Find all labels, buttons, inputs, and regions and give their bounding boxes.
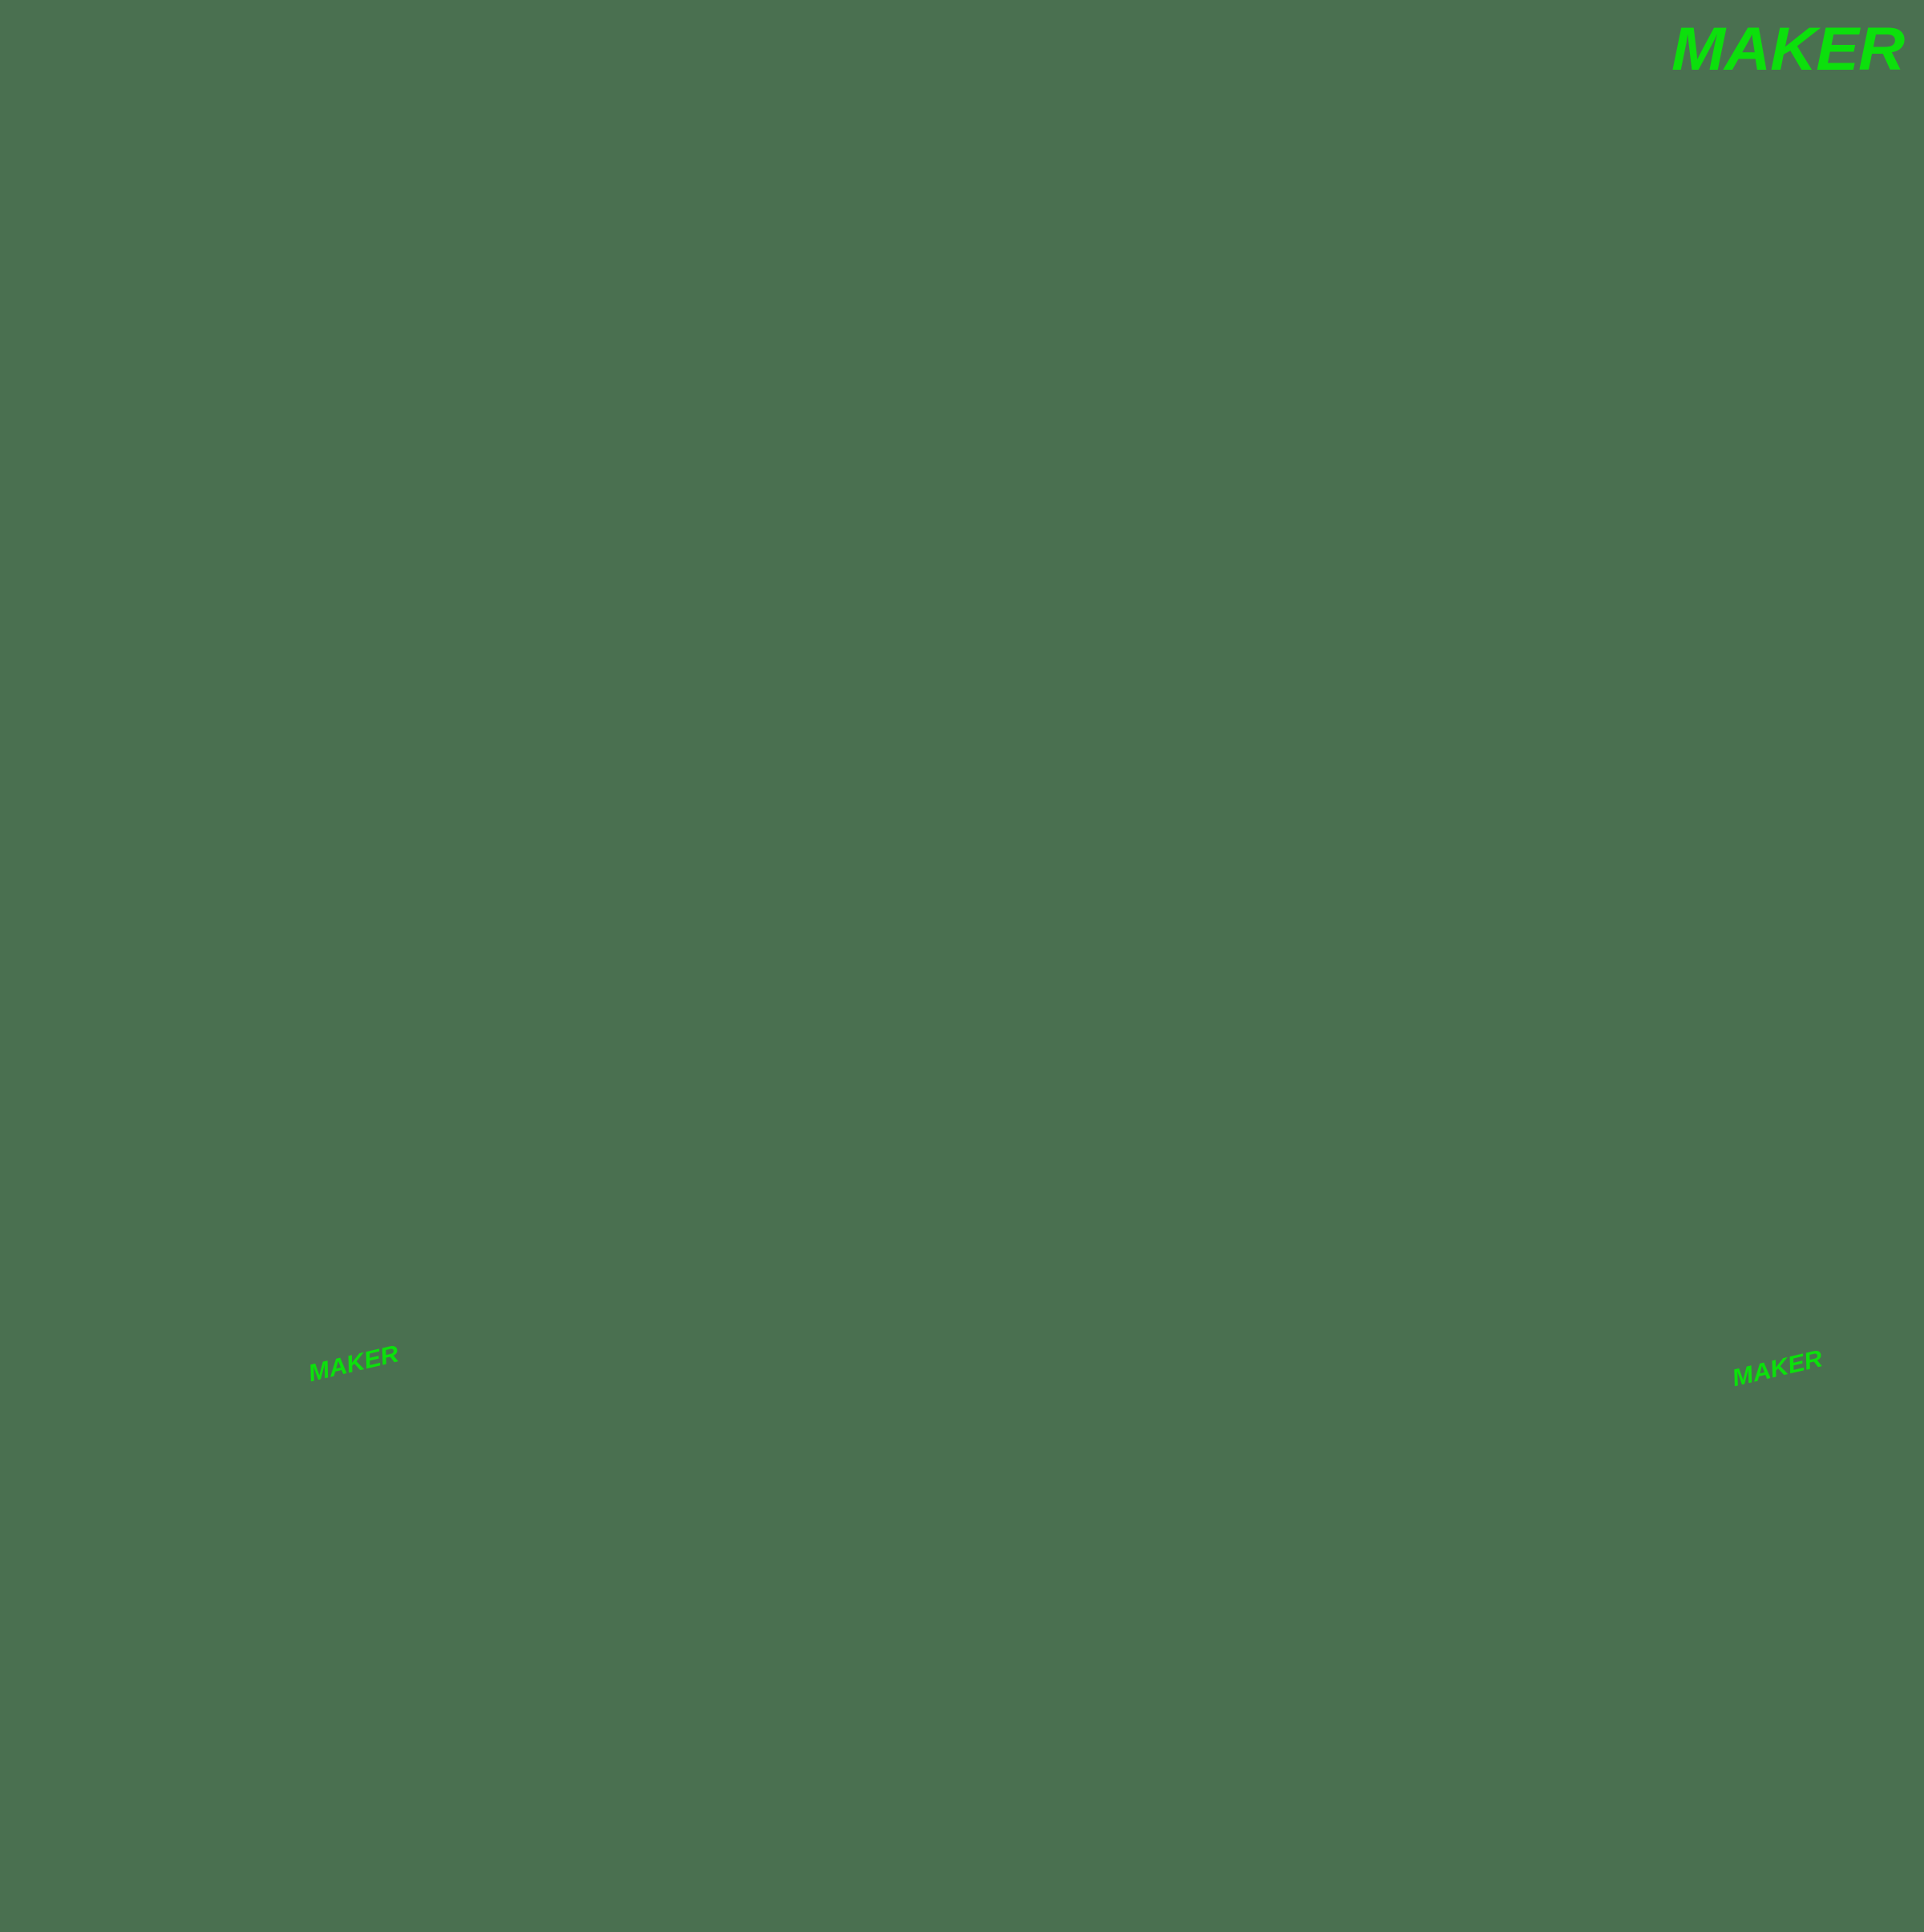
maker-watermark-right: MAKER (1729, 1345, 1825, 1392)
maker-logo[interactable]: MAKER (1671, 15, 1905, 83)
maker-watermark-left: MAKER (305, 1340, 402, 1388)
